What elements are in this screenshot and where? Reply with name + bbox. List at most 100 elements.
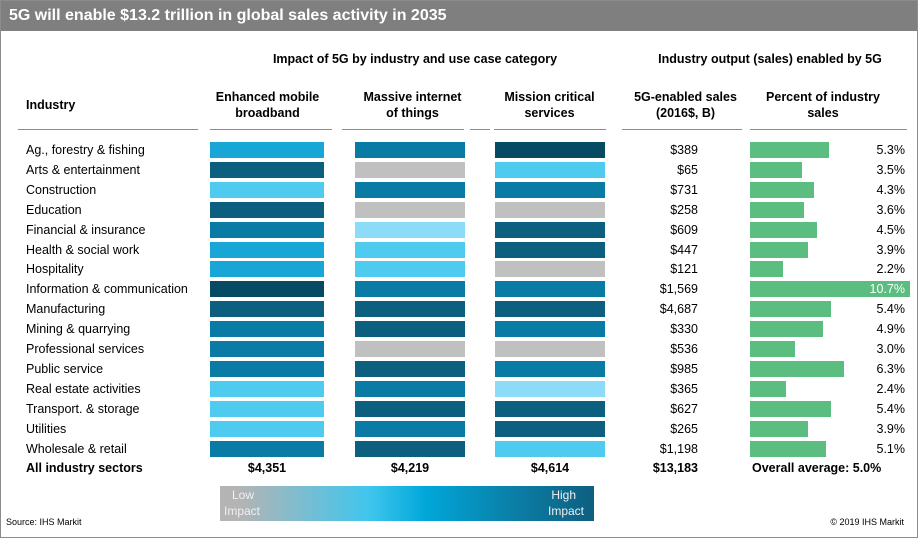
embb-impact-cell [210,281,324,297]
sales-value: $985 [670,362,698,376]
sales-value: $121 [670,262,698,276]
embb-impact-cell [210,381,324,397]
sales-value: $265 [670,422,698,436]
header-rule [210,129,332,130]
totals-label: All industry sectors [26,461,143,475]
sales-value: $258 [670,203,698,217]
impact-group-header: Impact of 5G by industry and use case ca… [272,52,558,66]
miot-impact-cell [355,261,465,277]
percent-bar [750,441,826,457]
header-rule [494,129,606,130]
miot-impact-cell [355,401,465,417]
header-rule [622,129,742,130]
percent-label: 3.6% [876,203,906,217]
percent-label: 6.3% [876,362,906,376]
sales-value: $1,569 [659,282,698,296]
industry-label: Construction [26,183,97,197]
percent-bar [750,162,802,178]
percent-bar [750,341,795,357]
miot-impact-cell [355,281,465,297]
sales-value: $1,198 [659,442,698,456]
embb-impact-cell [210,182,324,198]
sales-value: $609 [670,223,698,237]
industry-label: Wholesale & retail [26,442,127,456]
mcs-impact-cell [495,381,605,397]
sales-column-header: 5G-enabled sales (2016$, B) [618,89,753,121]
sales-header-line2: (2016$, B) [655,106,716,120]
mcs-impact-cell [495,261,605,277]
copyright-note: © 2019 IHS Markit [830,517,904,527]
percent-label: 2.4% [876,382,906,396]
industry-label: Transport. & storage [26,402,140,416]
embb-impact-cell [210,162,324,178]
percent-label: 3.9% [876,243,906,257]
totals-embb: $4,351 [247,461,287,475]
percent-label: 5.4% [876,402,906,416]
sales-value: $330 [670,322,698,336]
percent-header-line2: sales [807,106,839,120]
industry-label: Health & social work [26,243,140,257]
percent-bar [750,222,817,238]
percent-bar [750,301,831,317]
miot-impact-cell [355,162,465,178]
mcs-impact-cell [495,182,605,198]
percent-header-line1: Percent of industry [766,90,880,104]
embb-impact-cell [210,261,324,277]
sales-value: $447 [670,243,698,257]
sales-value: $627 [670,402,698,416]
industry-label: Arts & entertainment [26,163,140,177]
miot-impact-cell [355,242,465,258]
header-rule [18,129,198,130]
header-rule [750,129,907,130]
percent-bar [750,321,823,337]
embb-impact-cell [210,401,324,417]
mcs-header-line2: services [524,106,575,120]
mcs-impact-cell [495,222,605,238]
embb-impact-cell [210,222,324,238]
sales-value: $4,687 [659,302,698,316]
mcs-impact-cell [495,361,605,377]
miot-impact-cell [355,441,465,457]
miot-header-line1: Massive internet [363,90,462,104]
embb-header-line2: broadband [235,106,300,120]
embb-column-header: Enhanced mobile broadband [200,89,335,121]
industry-label: Utilities [26,422,67,436]
embb-impact-cell [210,321,324,337]
miot-impact-cell [355,361,465,377]
embb-impact-cell [210,421,324,437]
percent-bar [750,421,808,437]
totals-miot: $4,219 [390,461,430,475]
legend-low-line2: Impact [224,504,261,518]
miot-column-header: Massive internet of things [345,89,480,121]
miot-impact-cell [355,202,465,218]
percent-column-header: Percent of industry sales [748,89,898,121]
header-rule [470,129,490,130]
sales-value: $65 [677,163,698,177]
mcs-header-line1: Mission critical [504,90,595,104]
sales-value: $389 [670,143,698,157]
industry-column-header: Industry [26,98,76,112]
mcs-impact-cell [495,341,605,357]
sales-value: $536 [670,342,698,356]
percent-label: 10.7% [869,282,905,296]
industry-label: Hospitality [26,262,84,276]
miot-impact-cell [355,222,465,238]
industry-label: Mining & quarrying [26,322,131,336]
industry-label: Real estate activities [26,382,141,396]
mcs-impact-cell [495,301,605,317]
mcs-impact-cell [495,401,605,417]
percent-label: 3.0% [876,342,906,356]
embb-impact-cell [210,142,324,158]
industry-label: Education [26,203,82,217]
embb-impact-cell [210,242,324,258]
legend-low-line1: Low [232,488,255,502]
percent-label: 4.9% [876,322,906,336]
industry-label: Professional services [26,342,145,356]
percent-bar [750,381,786,397]
industry-label: Manufacturing [26,302,106,316]
header-rule [342,129,464,130]
mcs-column-header: Mission critical services [482,89,617,121]
percent-bar [750,182,814,198]
industry-label: Information & communication [26,282,188,296]
percent-bar [750,281,910,297]
